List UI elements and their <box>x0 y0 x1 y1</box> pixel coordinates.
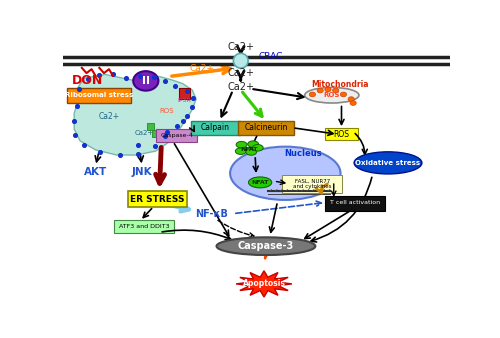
Point <box>84 76 92 82</box>
Text: CRAC: CRAC <box>258 52 282 61</box>
Point <box>116 152 124 157</box>
Point <box>122 75 130 81</box>
Text: Mitochondria: Mitochondria <box>311 80 368 89</box>
Text: NF-κB: NF-κB <box>195 209 228 219</box>
FancyBboxPatch shape <box>179 88 190 99</box>
Point <box>109 72 117 77</box>
Text: Calpain: Calpain <box>201 123 230 132</box>
Text: ATF3 and DDIT3: ATF3 and DDIT3 <box>118 224 169 229</box>
Text: Ribosomal stress: Ribosomal stress <box>65 92 134 98</box>
Point <box>163 129 171 135</box>
Point <box>188 104 196 110</box>
Point <box>134 151 142 157</box>
Ellipse shape <box>236 141 247 148</box>
Polygon shape <box>74 74 196 155</box>
FancyBboxPatch shape <box>325 128 358 140</box>
Text: Caspase-3: Caspase-3 <box>238 241 294 251</box>
Text: AKT: AKT <box>84 167 107 177</box>
Ellipse shape <box>248 177 272 188</box>
Text: FASL, NUR77
and cytokines: FASL, NUR77 and cytokines <box>293 178 332 189</box>
Point <box>161 133 169 138</box>
Text: Ca2+: Ca2+ <box>98 112 119 121</box>
Ellipse shape <box>133 71 158 91</box>
Point <box>182 113 190 119</box>
Polygon shape <box>236 271 292 297</box>
Point <box>80 142 88 147</box>
Ellipse shape <box>234 53 248 68</box>
Text: T cell activation: T cell activation <box>330 200 380 205</box>
Ellipse shape <box>248 141 258 147</box>
FancyBboxPatch shape <box>156 129 197 142</box>
Ellipse shape <box>317 88 324 93</box>
FancyBboxPatch shape <box>325 196 386 211</box>
Text: Oxidative stress: Oxidative stress <box>356 160 420 166</box>
Text: Ca2+: Ca2+ <box>190 64 214 73</box>
Text: Calcineurin: Calcineurin <box>244 123 288 132</box>
Point <box>171 83 179 89</box>
Text: JNK: JNK <box>132 167 152 177</box>
Point <box>73 103 81 108</box>
Text: ROS: ROS <box>324 92 340 98</box>
Ellipse shape <box>304 88 359 103</box>
Text: Caspase-4: Caspase-4 <box>160 133 193 138</box>
Text: Nucleus: Nucleus <box>284 149 322 158</box>
Ellipse shape <box>340 92 346 97</box>
FancyBboxPatch shape <box>152 129 158 137</box>
Point <box>173 123 181 129</box>
Point <box>150 74 158 80</box>
Text: II: II <box>142 76 150 86</box>
Point <box>72 132 80 138</box>
Ellipse shape <box>325 87 331 92</box>
Text: IP3R: IP3R <box>178 98 192 103</box>
FancyBboxPatch shape <box>68 88 132 103</box>
Point <box>96 149 104 155</box>
Text: NFAT: NFAT <box>252 180 269 185</box>
FancyBboxPatch shape <box>238 121 294 135</box>
Point <box>178 119 186 124</box>
Point <box>182 89 190 94</box>
Point <box>70 119 78 124</box>
Ellipse shape <box>252 145 263 151</box>
Ellipse shape <box>350 101 356 105</box>
Point <box>75 86 83 91</box>
Text: Ca2+: Ca2+ <box>227 82 254 92</box>
Text: NFAT: NFAT <box>240 147 258 152</box>
Ellipse shape <box>310 92 316 97</box>
Ellipse shape <box>348 97 354 101</box>
Text: Ca2+: Ca2+ <box>134 130 154 136</box>
FancyBboxPatch shape <box>192 121 240 135</box>
FancyBboxPatch shape <box>147 123 154 130</box>
Point <box>190 95 198 100</box>
Ellipse shape <box>236 148 246 154</box>
Ellipse shape <box>246 149 256 155</box>
Text: ROS: ROS <box>334 130 349 139</box>
Point <box>96 72 104 78</box>
FancyBboxPatch shape <box>282 175 343 193</box>
Text: DON: DON <box>72 74 104 88</box>
Text: ROS: ROS <box>160 108 174 114</box>
Point <box>136 74 144 79</box>
Ellipse shape <box>216 237 316 255</box>
FancyBboxPatch shape <box>114 220 174 233</box>
Point <box>150 143 158 149</box>
Point <box>161 78 169 83</box>
Ellipse shape <box>354 152 422 174</box>
Ellipse shape <box>230 147 340 200</box>
Ellipse shape <box>332 88 339 93</box>
FancyBboxPatch shape <box>128 191 186 208</box>
Point <box>134 142 142 147</box>
Text: Apoptosis: Apoptosis <box>242 280 286 288</box>
Text: Ca2+: Ca2+ <box>227 68 254 78</box>
Text: Ca2+: Ca2+ <box>227 42 254 52</box>
Text: ER STRESS: ER STRESS <box>130 195 184 204</box>
